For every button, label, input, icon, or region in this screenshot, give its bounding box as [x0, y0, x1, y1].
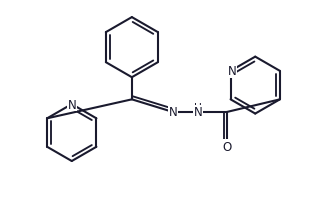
Text: O: O: [222, 140, 232, 153]
Text: N: N: [228, 65, 236, 78]
Text: N: N: [67, 98, 76, 111]
Text: N: N: [169, 106, 177, 119]
Text: H: H: [194, 103, 202, 113]
Text: N: N: [194, 106, 203, 119]
